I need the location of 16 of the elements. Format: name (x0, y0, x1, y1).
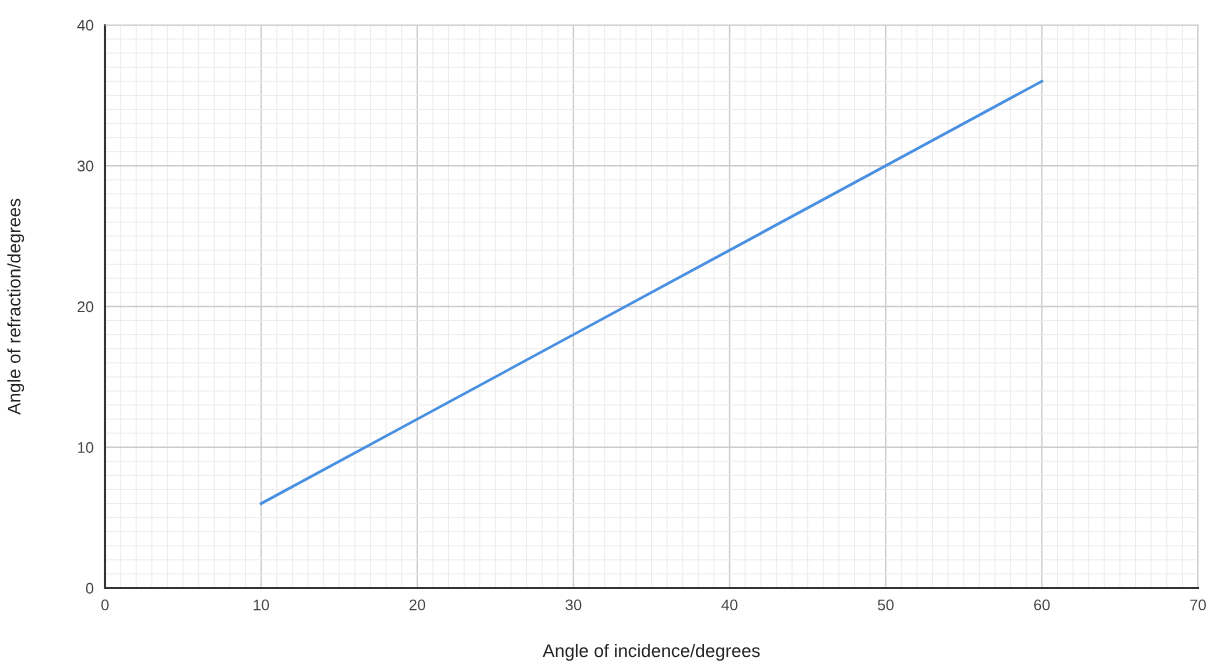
x-tick-label: 70 (1190, 599, 1206, 611)
x-tick-label: 50 (877, 599, 894, 611)
y-tick-label: 20 (77, 301, 94, 313)
x-tick-label: 30 (565, 599, 582, 611)
y-tick-label: 10 (78, 442, 94, 453)
y-tick-label: 30 (77, 160, 94, 172)
x-tick-label: 60 (1034, 599, 1050, 611)
x-tick-label: 20 (409, 599, 426, 611)
x-tick-label: 40 (721, 599, 738, 611)
x-axis-title: Angle of incidence/degrees (542, 643, 760, 661)
x-tick-label: 10 (253, 599, 270, 611)
x-tick-label: 0 (101, 599, 109, 611)
y-tick-label: 40 (77, 19, 94, 31)
y-tick-label: 0 (85, 582, 94, 594)
line-series (259, 79, 1044, 505)
y-axis-title: Angle of refraction/degrees (7, 198, 25, 415)
